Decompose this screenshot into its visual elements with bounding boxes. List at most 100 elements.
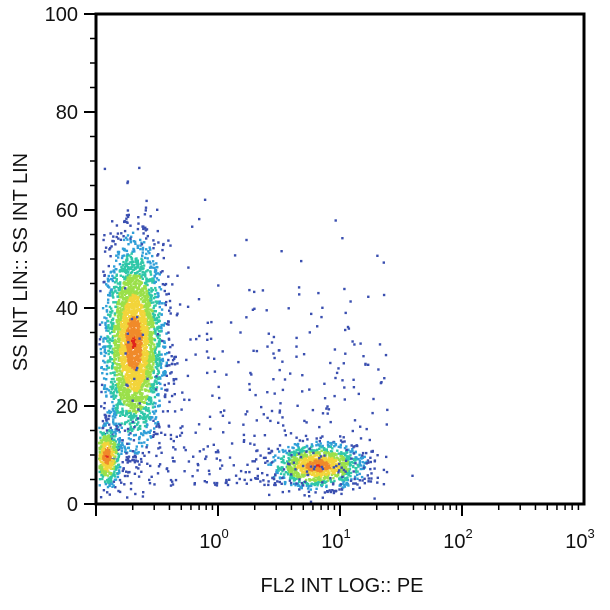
event-dot <box>323 448 326 451</box>
event-dot <box>140 388 144 391</box>
event-dot <box>127 433 131 436</box>
event-dot <box>300 473 303 476</box>
event-dot <box>308 479 311 482</box>
event-dot <box>169 345 172 349</box>
event-dot <box>152 361 155 364</box>
event-dot <box>323 468 326 471</box>
event-dot <box>150 376 153 379</box>
event-dot <box>269 463 273 466</box>
event-dot <box>127 373 130 377</box>
event-dot <box>327 445 331 448</box>
event-dot <box>130 370 134 373</box>
event-dot <box>124 278 128 281</box>
event-dot <box>281 448 284 452</box>
event-dot <box>143 351 147 355</box>
event-dot <box>278 480 281 484</box>
event-dot <box>139 353 142 356</box>
event-dot <box>115 394 118 397</box>
event-dot <box>270 449 273 453</box>
event-dot <box>153 327 156 330</box>
event-dot <box>138 337 141 340</box>
event-dot <box>304 458 308 462</box>
event-dot <box>106 478 109 482</box>
event-dot <box>136 346 139 349</box>
event-dot <box>125 258 128 261</box>
event-dot <box>103 234 106 237</box>
event-dot <box>105 448 108 452</box>
event-dot <box>256 474 259 478</box>
event-dot <box>111 371 115 374</box>
event-dot <box>335 459 338 462</box>
event-dot <box>118 283 122 286</box>
event-dot <box>147 304 150 308</box>
event-dot <box>147 291 151 294</box>
event-dot <box>346 463 350 466</box>
event-dot <box>151 318 154 322</box>
event-dot <box>282 450 285 454</box>
event-dot <box>143 295 146 298</box>
event-dot <box>111 464 114 467</box>
event-dot <box>187 266 190 269</box>
event-dot <box>133 305 136 308</box>
event-dot <box>151 391 155 394</box>
event-dot <box>133 334 136 337</box>
event-dot <box>131 410 135 413</box>
event-dot <box>329 479 332 482</box>
event-dot <box>128 381 131 384</box>
event-dot <box>285 451 288 455</box>
event-dot <box>100 447 103 450</box>
event-dot <box>136 422 139 426</box>
event-dot <box>287 464 290 467</box>
event-dot <box>120 332 123 336</box>
event-dot <box>281 466 284 469</box>
event-dot <box>148 478 151 482</box>
event-dot <box>286 460 289 463</box>
event-dot <box>157 370 160 373</box>
event-dot <box>105 368 108 371</box>
event-dot <box>138 322 141 325</box>
event-dot <box>115 468 118 471</box>
event-dot <box>112 324 116 328</box>
event-dot <box>353 343 356 346</box>
event-dot <box>112 235 115 238</box>
event-dot <box>303 452 306 455</box>
event-dot <box>108 414 111 418</box>
event-dot <box>130 330 133 334</box>
event-dot <box>120 323 123 326</box>
event-dot <box>333 471 336 475</box>
event-dot <box>148 382 151 385</box>
event-dot <box>317 475 320 478</box>
event-dot <box>329 445 333 449</box>
event-dot <box>114 243 117 246</box>
event-dot <box>343 446 347 450</box>
event-dot <box>143 322 146 326</box>
event-dot <box>139 404 142 407</box>
event-dot <box>149 279 153 282</box>
event-dot <box>195 337 198 341</box>
event-dot <box>111 351 114 355</box>
event-dot <box>142 328 145 331</box>
event-dot <box>150 383 153 386</box>
event-dot <box>118 385 121 388</box>
event-dot <box>119 410 123 414</box>
event-dot <box>304 457 307 460</box>
event-dot <box>158 360 162 363</box>
event-dot <box>124 352 127 355</box>
event-dot <box>344 468 348 471</box>
event-dot <box>205 481 208 484</box>
event-dot <box>151 385 154 389</box>
event-dot <box>319 455 323 458</box>
event-dot <box>113 265 116 268</box>
event-dot <box>156 333 160 336</box>
event-dot <box>119 313 122 316</box>
event-dot <box>111 220 114 223</box>
event-dot <box>151 309 154 313</box>
event-dot <box>142 374 146 377</box>
event-dot <box>121 338 124 342</box>
event-dot <box>126 391 129 394</box>
event-dot <box>140 445 144 448</box>
event-dot <box>127 279 131 282</box>
event-dot <box>134 374 138 377</box>
event-dot <box>103 348 107 351</box>
event-dot <box>152 301 155 304</box>
